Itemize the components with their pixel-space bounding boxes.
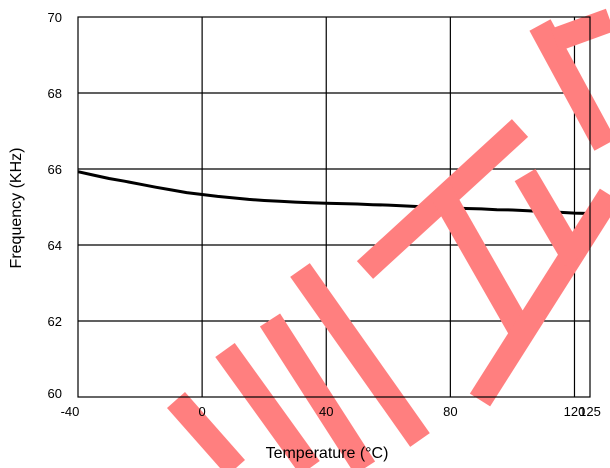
watermark-stroke xyxy=(529,19,610,151)
watermark-stroke xyxy=(215,342,320,468)
x-tick-label: 120 xyxy=(564,404,586,419)
y-tick-labels: 60 62 64 66 68 70 xyxy=(48,10,62,401)
watermark-stroke xyxy=(514,168,586,267)
x-axis-label: Temperature (°C) xyxy=(266,445,389,462)
series-line xyxy=(77,170,591,215)
y-tick-label: 60 xyxy=(48,386,62,401)
watermark-stroke xyxy=(429,184,531,336)
watermark-stroke xyxy=(290,263,430,447)
x-tick-label: 40 xyxy=(319,404,333,419)
watermark xyxy=(167,8,610,468)
watermark-stroke xyxy=(550,8,610,52)
y-tick-label: 70 xyxy=(48,10,62,25)
x-tick-label: -40 xyxy=(61,404,80,419)
x-tick-label: 80 xyxy=(443,404,457,419)
watermark-stroke xyxy=(167,392,245,468)
watermark-stroke xyxy=(469,188,610,407)
plot-frame xyxy=(77,16,591,398)
y-tick-label: 66 xyxy=(48,162,62,177)
y-tick-label: 64 xyxy=(48,238,62,253)
y-axis-label: Frequency (KHz) xyxy=(8,148,25,269)
x-tick-label: 125 xyxy=(579,404,601,419)
y-tick-label: 62 xyxy=(48,314,62,329)
y-tick-label: 68 xyxy=(48,86,62,101)
watermark-stroke xyxy=(259,313,376,468)
x-tick-label: 0 xyxy=(199,404,206,419)
